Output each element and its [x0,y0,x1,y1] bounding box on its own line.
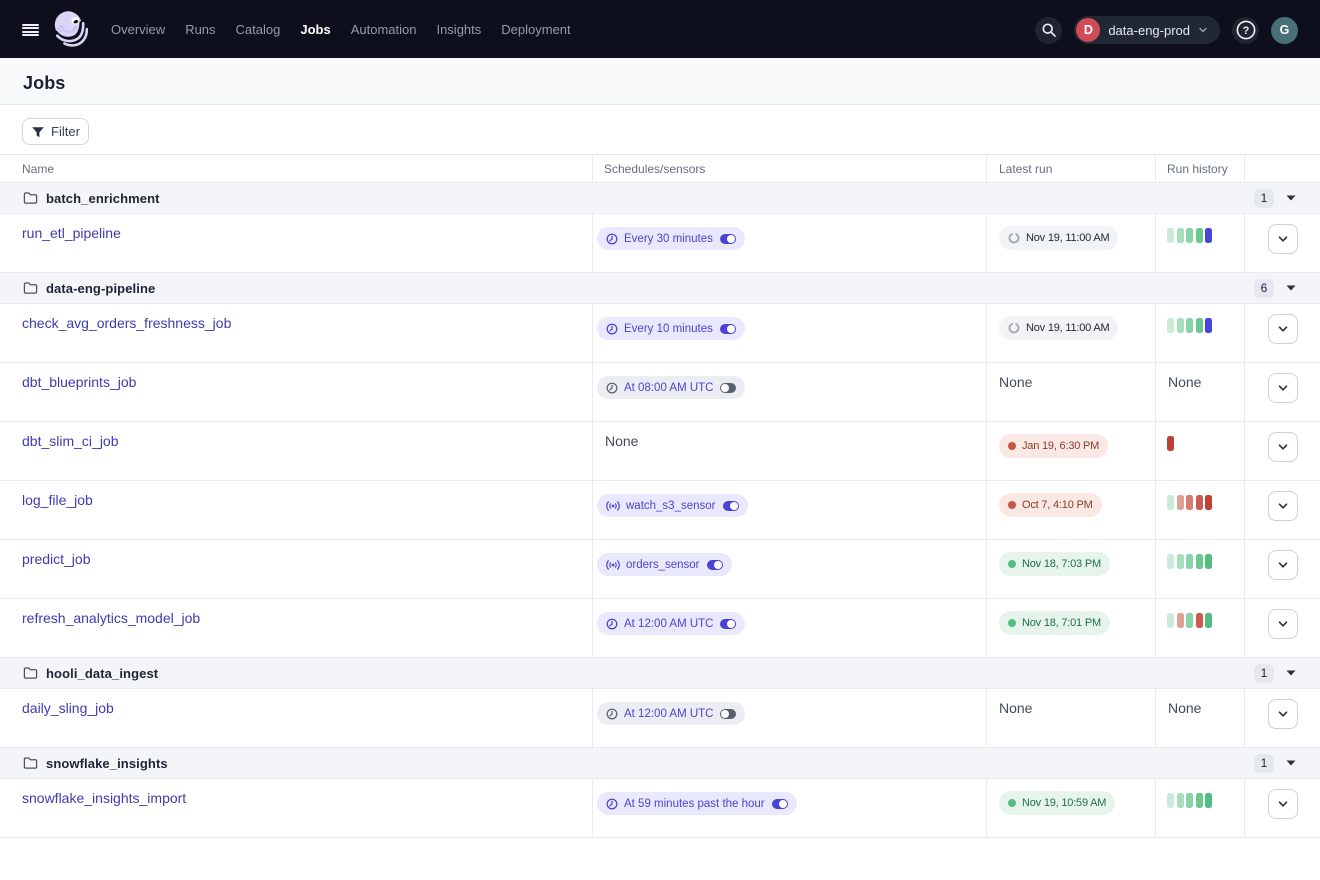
svg-text:?: ? [1242,25,1249,37]
